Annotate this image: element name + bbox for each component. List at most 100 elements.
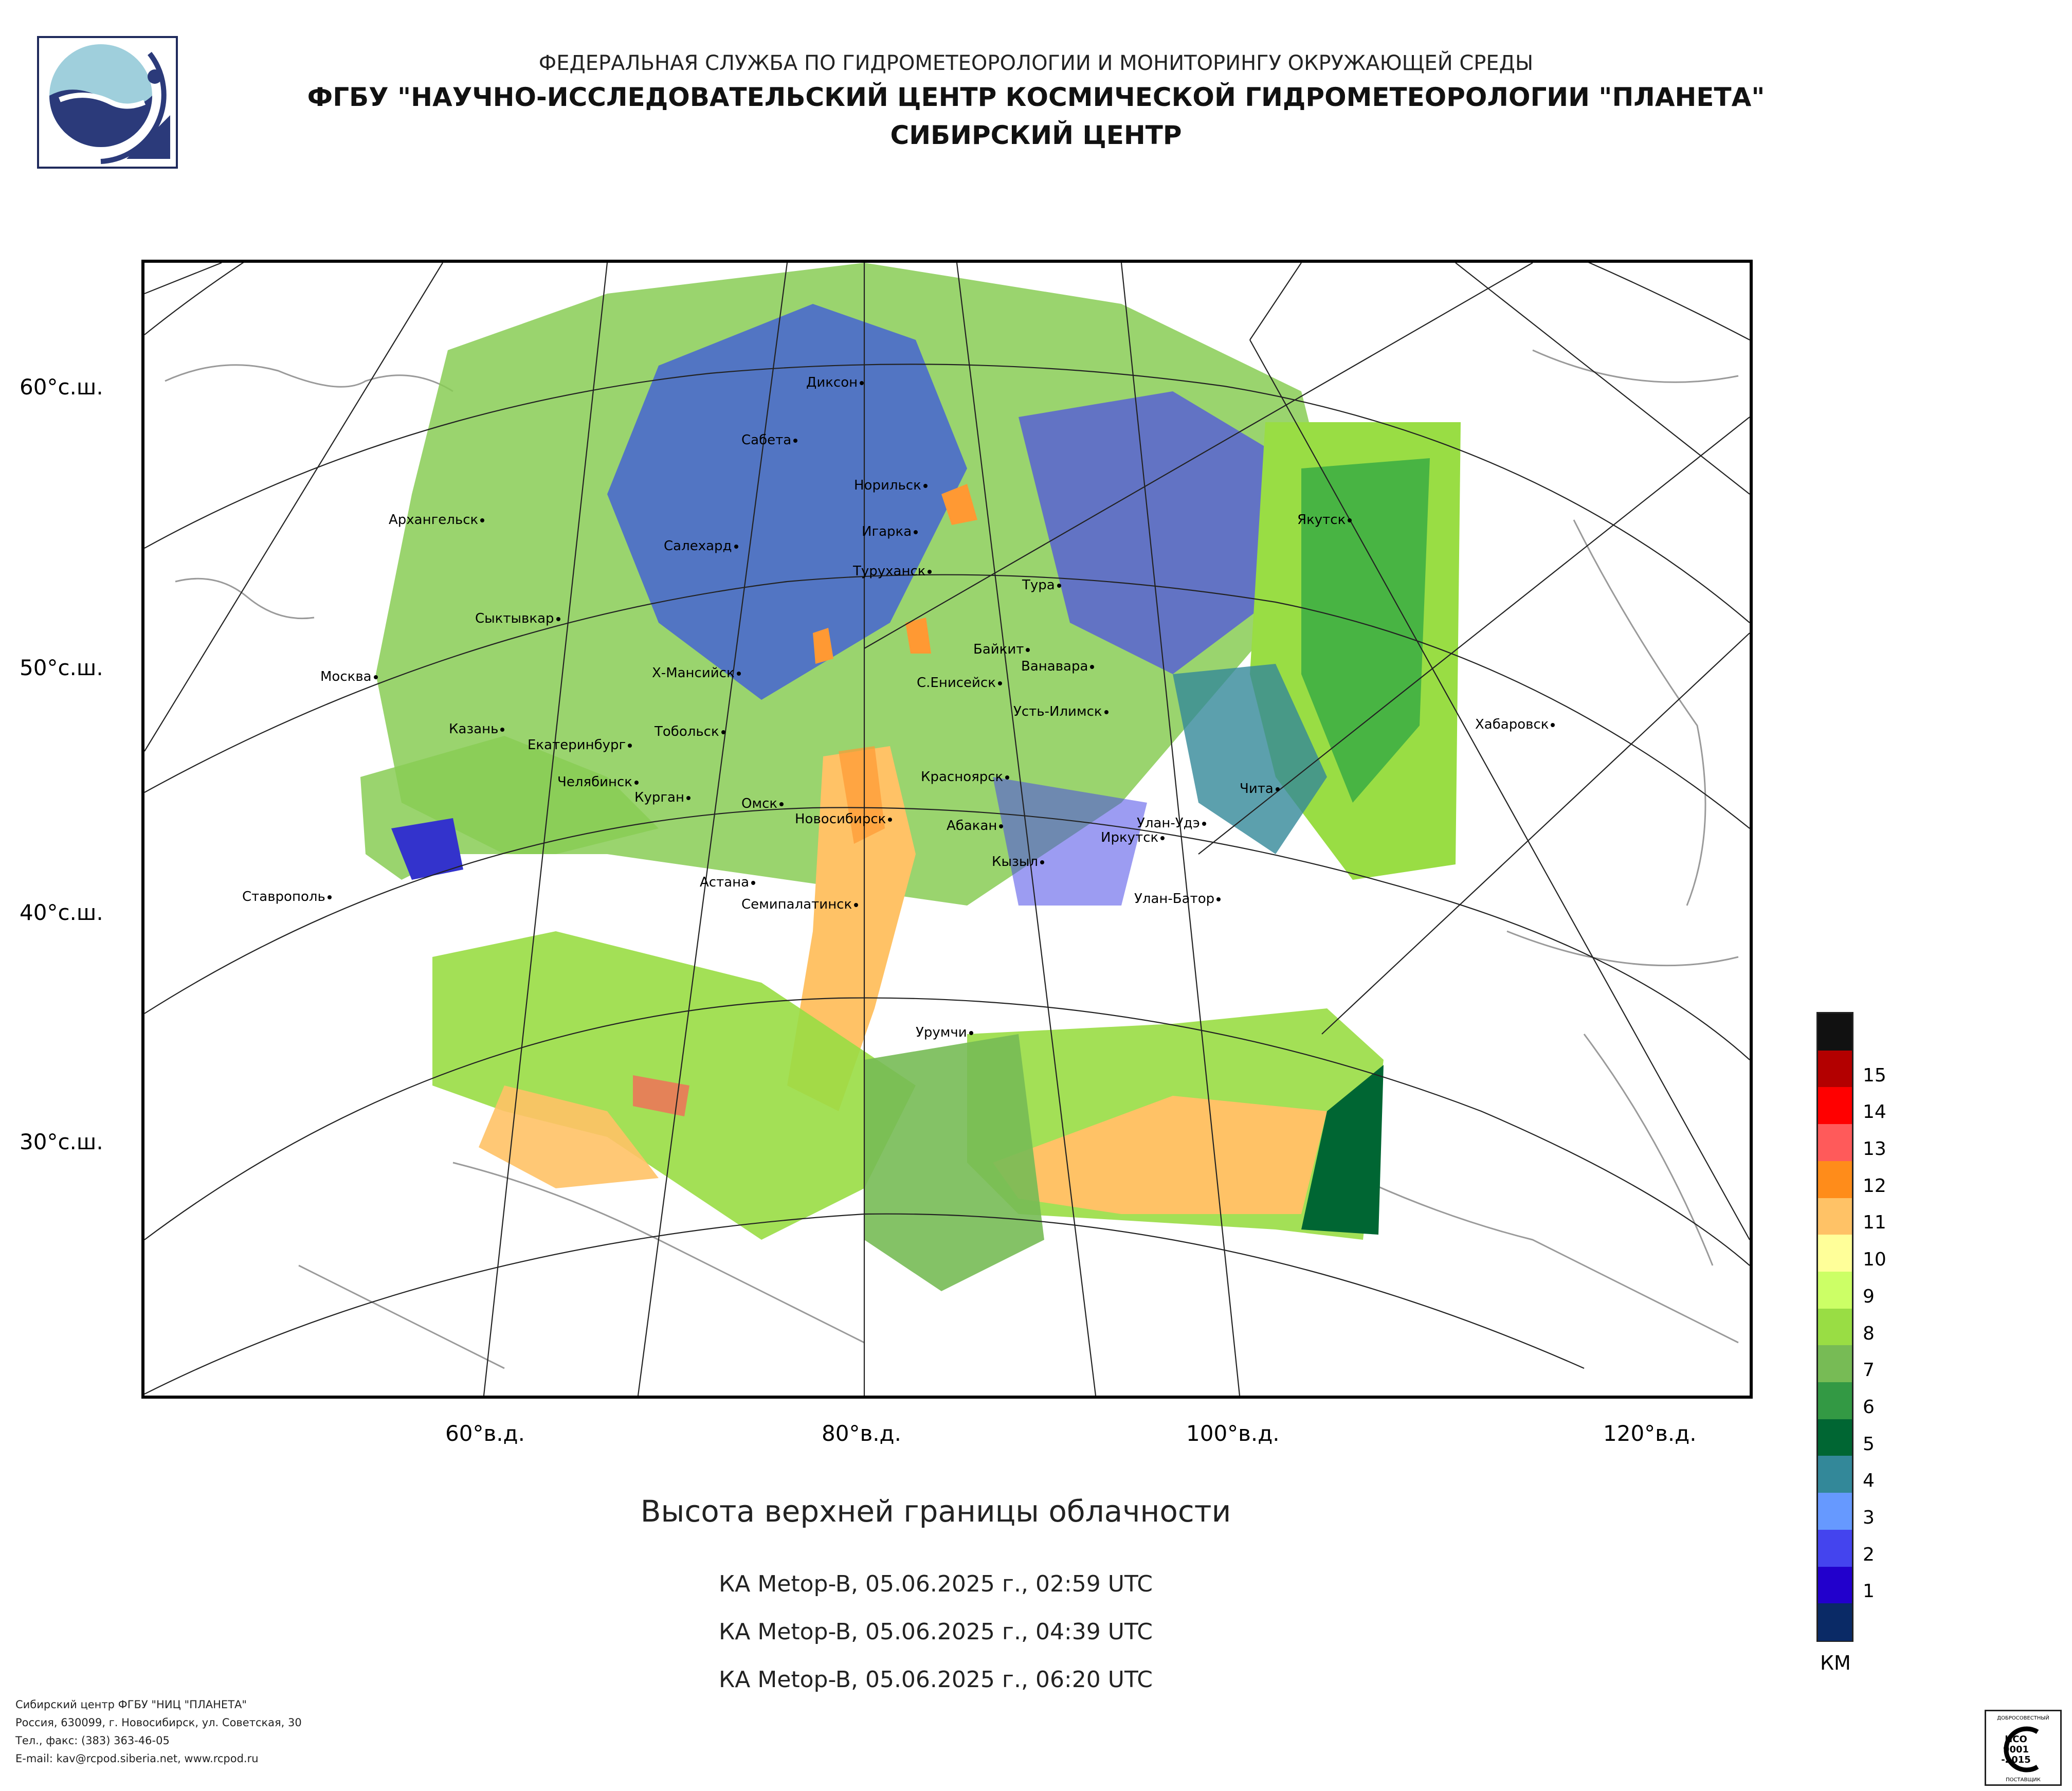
legend-label: 15 [1863, 1064, 1886, 1086]
city-label: Норильск [854, 478, 921, 493]
city-label: Ставрополь [242, 889, 325, 904]
legend-swatch [1818, 1382, 1852, 1420]
legend-label: 5 [1863, 1433, 1875, 1455]
city-label: Чита [1240, 781, 1274, 797]
map-title: Высота верхней границы облачности [640, 1494, 1231, 1529]
graticule [144, 263, 1750, 1396]
city-label: Урумчи [916, 1025, 967, 1040]
city-krasnoyarsk: Красноярск [921, 769, 1010, 785]
city-stavropol: Ставрополь [242, 889, 332, 904]
city-label: Курган [634, 790, 684, 805]
city-abakan: Абакан [947, 818, 1004, 834]
city-label: Тура [1022, 577, 1055, 593]
city-igarka: Игарка [862, 524, 918, 539]
institute-name: ФГБУ "НАУЧНО-ИССЛЕДОВАТЕЛЬСКИЙ ЦЕНТР КОС… [307, 82, 1765, 112]
city-dikson: Диксон [806, 375, 864, 390]
center-name: СИБИРСКИЙ ЦЕНТР [890, 120, 1182, 150]
city-label: Байкит [973, 642, 1024, 657]
svg-text:ИСО: ИСО [2005, 1734, 2027, 1745]
city-astana: Астана [700, 875, 756, 890]
legend-label: 9 [1863, 1286, 1875, 1307]
lon-label-100: 100°в.д. [1186, 1421, 1280, 1446]
city-syktyvkar: Сыктывкар [475, 611, 560, 626]
lon-label-60: 60°в.д. [445, 1421, 525, 1446]
city-moscow: Москва [320, 669, 378, 684]
city-label: Семипалатинск [741, 897, 852, 912]
legend-label: 2 [1863, 1544, 1875, 1565]
city-label: Омск [741, 796, 778, 811]
city-label: Кызыл [992, 854, 1038, 870]
satellite-pass-2: КА Metop-B, 05.06.2025 г., 04:39 UTC [719, 1619, 1153, 1645]
map-graphics [144, 263, 1750, 1396]
lat-label-40: 40°с.ш. [20, 900, 103, 925]
city-irkutsk: Иркутск [1101, 830, 1165, 845]
legend-swatch [1818, 1271, 1852, 1309]
city-label: Ванавара [1021, 659, 1088, 674]
legend-label: 14 [1863, 1101, 1886, 1123]
legend-label: 11 [1863, 1212, 1886, 1234]
city-chita: Чита [1240, 781, 1280, 797]
organization-logo [37, 36, 178, 169]
lon-label-120: 120°в.д. [1603, 1421, 1697, 1446]
footer-address: Россия, 630099, г. Новосибирск, ул. Сове… [15, 1716, 302, 1729]
legend-swatch [1818, 1603, 1852, 1641]
legend-swatch [1818, 1419, 1852, 1457]
city-novosibirsk: Новосибирск [795, 811, 893, 827]
city-kyzyl: Кызыл [992, 854, 1044, 870]
city-yekaterinburg: Екатеринбург [528, 737, 632, 753]
city-ust-ilimsk: Усть-Илимск [1013, 704, 1108, 719]
city-label: Москва [320, 669, 372, 684]
city-yakutsk: Якутск [1297, 512, 1352, 528]
city-label: Усть-Илимск [1013, 704, 1102, 719]
legend-swatch [1818, 1345, 1852, 1383]
city-label: Казань [449, 721, 499, 737]
city-khanty-mansiysk: Х-Мансийск [652, 665, 741, 681]
legend-label: 7 [1863, 1360, 1875, 1381]
legend-label: 8 [1863, 1323, 1875, 1344]
legend-swatch [1818, 1308, 1852, 1346]
city-label: С.Енисейск [917, 675, 996, 691]
svg-text:ПОСТАВЩИК: ПОСТАВЩИК [2006, 1777, 2041, 1783]
cloud-field [360, 263, 1461, 1291]
coastlines [165, 349, 1739, 1369]
legend-swatch [1818, 1198, 1852, 1236]
legend-label: 3 [1863, 1507, 1875, 1529]
city-kurgan: Курган [634, 790, 690, 805]
lat-label-50: 50°с.ш. [20, 655, 103, 680]
city-turukhansk: Туруханск [853, 564, 932, 579]
city-label: Красноярск [921, 769, 1004, 785]
legend-swatch [1818, 1456, 1852, 1494]
satellite-pass-1: КА Metop-B, 05.06.2025 г., 02:59 UTC [719, 1571, 1153, 1597]
city-omsk: Омск [741, 796, 784, 811]
city-label: Игарка [862, 524, 912, 539]
legend-unit: КМ [1820, 1652, 1851, 1674]
agency-name: ФЕДЕРАЛЬНАЯ СЛУЖБА ПО ГИДРОМЕТЕОРОЛОГИИ … [538, 51, 1534, 75]
city-label: Тобольск [655, 724, 719, 739]
legend-swatch [1818, 1493, 1852, 1530]
city-tura: Тура [1022, 577, 1061, 593]
city-salekhard: Салехард [664, 538, 738, 554]
city-urumqi: Урумчи [916, 1025, 973, 1040]
city-label: Улан-Удэ [1137, 816, 1200, 831]
city-s-yeniseysk: С.Енисейск [917, 675, 1002, 691]
city-tobolsk: Тобольск [655, 724, 725, 739]
city-label: Улан-Батор [1134, 891, 1215, 907]
city-label: Екатеринбург [528, 737, 626, 753]
city-label: Х-Мансийск [652, 665, 735, 681]
city-label: Хабаровск [1475, 717, 1549, 732]
legend-label: 1 [1863, 1581, 1875, 1602]
city-baikit: Байкит [973, 642, 1030, 657]
legend-label: 12 [1863, 1175, 1886, 1197]
city-label: Сыктывкар [475, 611, 554, 626]
legend-swatch [1818, 1566, 1852, 1604]
footer-email: E-mail: kav@rcpod.siberia.net, www.rcpod… [15, 1752, 259, 1765]
city-label: Сабета [741, 432, 792, 448]
legend-label: 13 [1863, 1138, 1886, 1160]
city-label: Иркутск [1101, 830, 1159, 845]
city-label: Архангельск [389, 512, 479, 528]
city-label: Челябинск [557, 774, 633, 790]
city-semipalatinsk: Семипалатинск [741, 897, 859, 912]
lat-label-30: 30°с.ш. [20, 1129, 103, 1154]
city-chelyabinsk: Челябинск [557, 774, 639, 790]
city-arkhangelsk: Архангельск [389, 512, 485, 528]
